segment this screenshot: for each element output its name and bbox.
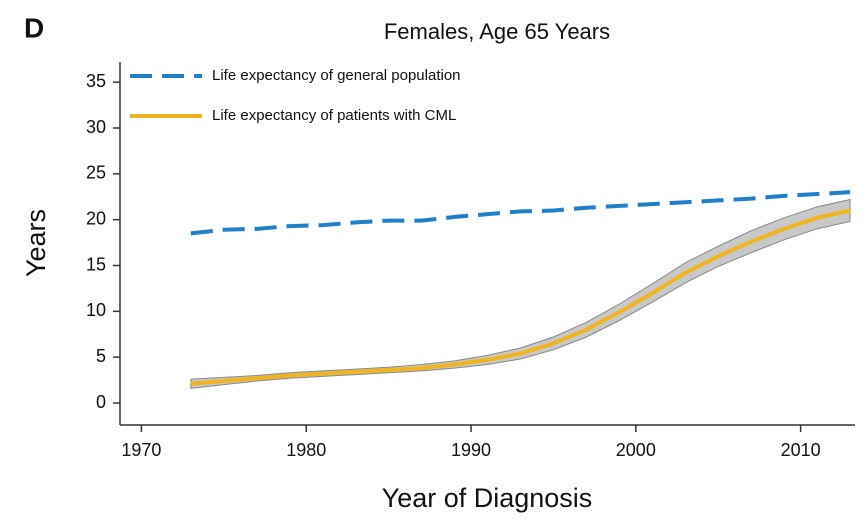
x-axis-label: Year of Diagnosis (382, 483, 593, 513)
x-tick-label: 1980 (286, 440, 326, 460)
y-tick-label: 20 (86, 208, 106, 228)
series-line (190, 208, 851, 386)
legend-label: Life expectancy of general population (212, 67, 461, 84)
y-axis-label: Years (21, 209, 51, 277)
confidence-band (190, 198, 851, 389)
series-line (190, 190, 851, 236)
x-tick-label: 2010 (781, 440, 821, 460)
y-tick-label: 0 (96, 392, 106, 412)
y-tick-label: 30 (86, 117, 106, 137)
y-tick-label: 10 (86, 300, 106, 320)
y-tick-label: 15 (86, 254, 106, 274)
x-tick-label: 2000 (616, 440, 656, 460)
legend-label: Life expectancy of patients with CML (212, 107, 456, 124)
y-tick-label: 25 (86, 163, 106, 183)
y-tick-label: 35 (86, 71, 106, 91)
chart-title: Females, Age 65 Years (384, 19, 610, 44)
y-tick-label: 5 (96, 346, 106, 366)
x-tick-label: 1990 (451, 440, 491, 460)
x-tick-label: 1970 (121, 440, 161, 460)
panel-label: D (24, 12, 44, 43)
